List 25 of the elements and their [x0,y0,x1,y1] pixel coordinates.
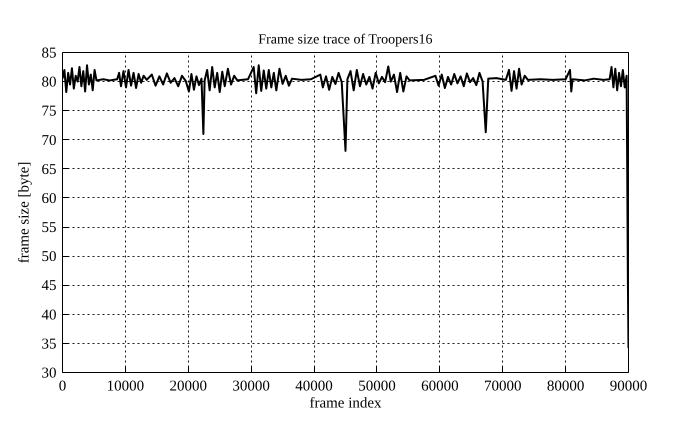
y-tick-label: 30 [42,366,56,382]
x-tick-label: 50000 [358,378,396,394]
y-tick-label: 35 [42,336,56,352]
y-tick-label: 85 [42,46,56,62]
x-tick-label: 70000 [484,378,522,394]
y-tick-label: 75 [42,104,56,120]
x-tick-label: 40000 [295,378,333,394]
x-tick-label: 30000 [232,378,270,394]
y-tick-label: 45 [42,278,56,294]
y-tick-label: 70 [42,132,56,149]
chart-title: Frame size trace of Troopers16 [258,32,432,48]
x-tick-label: 90000 [610,378,648,394]
x-tick-label: 80000 [546,378,584,394]
x-tick-label: 10000 [106,378,144,394]
y-tick-label: 50 [42,249,56,266]
x-tick-label: 0 [58,378,66,394]
x-tick-label: 60000 [421,378,459,394]
y-axis-title: frame size [byte] [16,162,32,264]
x-tick-label: 20000 [170,378,208,394]
y-tick-label: 55 [42,220,56,236]
y-tick-label: 60 [42,190,56,207]
y-tick-label: 65 [42,162,56,178]
y-tick-label: 40 [42,307,56,324]
y-tick-label: 80 [42,74,56,91]
x-axis-title: frame index [309,396,382,412]
